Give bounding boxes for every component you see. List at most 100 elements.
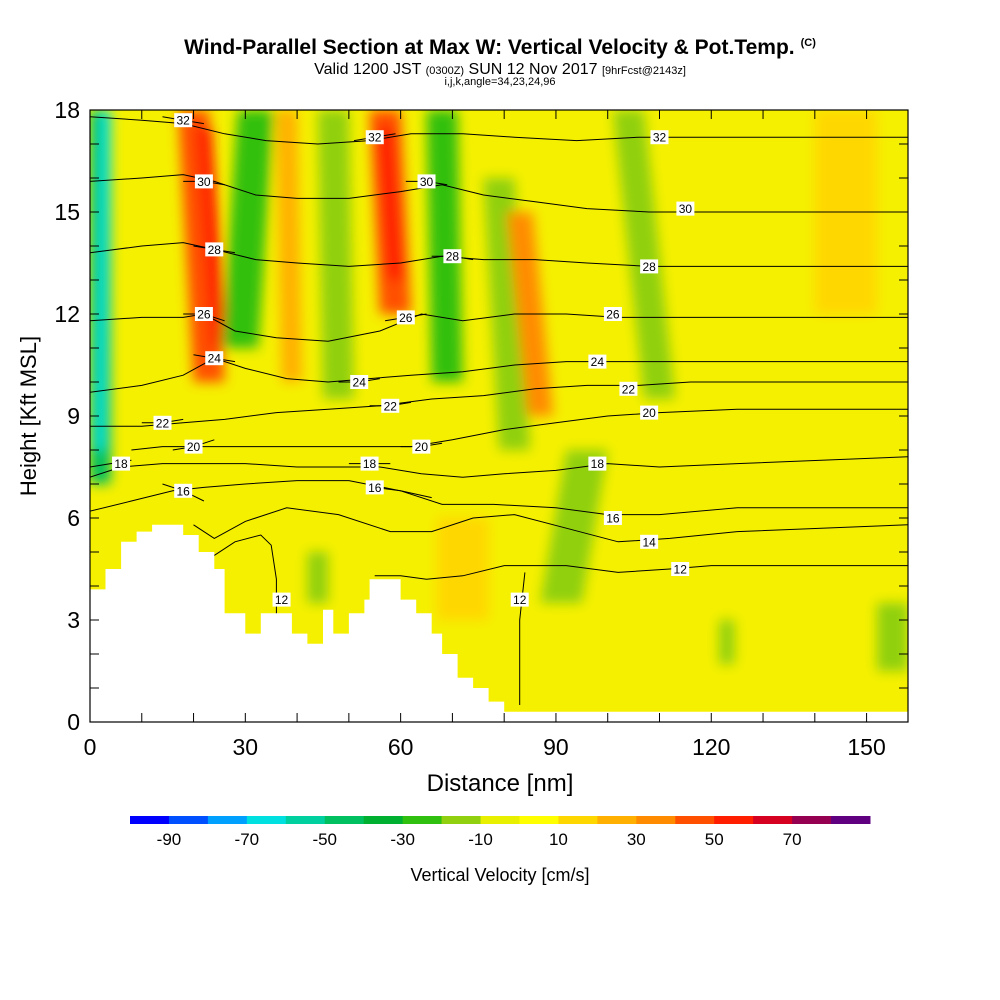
- forecast-info: [9hrFcst@2143z]: [601, 65, 686, 77]
- contour-label-5: 16: [368, 481, 382, 495]
- colorbar-tick-3: -30: [390, 830, 415, 849]
- colorbar-segment-1: [168, 816, 209, 824]
- grid-indices: i,j,k,angle=34,23,24,96: [444, 76, 556, 88]
- theta-contour-24-16: [90, 357, 908, 393]
- theta-contours: [90, 116, 908, 705]
- velocity-band-14: [436, 518, 489, 620]
- colorbar-tick-8: 70: [783, 830, 802, 849]
- contour-label-14: 22: [156, 416, 170, 430]
- valid-utc: (0300Z): [425, 65, 465, 77]
- y-tick-label-3: 3: [67, 607, 80, 633]
- y-tick-label-15: 15: [54, 199, 80, 225]
- theta-contour-18-7: [90, 456, 908, 478]
- contour-label-bg-18: [350, 375, 369, 389]
- contour-label-2: 12: [513, 593, 527, 607]
- contour-label-16: 24: [591, 355, 605, 369]
- x-tick-label-60: 60: [388, 734, 414, 760]
- contour-label-25: 30: [679, 202, 693, 216]
- contour-label-19: 26: [606, 308, 620, 322]
- contour-label-6: 16: [177, 484, 191, 498]
- contour-label-3: 14: [642, 535, 656, 549]
- contour-label-bg-22: [640, 259, 659, 274]
- contour-label-bg-1: [671, 562, 690, 576]
- valid-date: SUN 12 Nov 2017: [468, 61, 598, 78]
- contour-label-0: 12: [275, 593, 289, 607]
- contour-label-7: 18: [591, 457, 605, 471]
- velocity-band-15: [307, 552, 329, 603]
- contour-label-bg-11: [184, 439, 203, 454]
- contour-label-bg-27: [417, 174, 436, 189]
- contour-label-12: 20: [415, 440, 429, 454]
- colorbar-tick-2: -50: [312, 830, 337, 849]
- colorbar-segment-12: [597, 816, 637, 824]
- colorbar-segment-15: [714, 816, 754, 824]
- colorbar-tick-7: 50: [705, 830, 724, 849]
- contour-label-10: 20: [642, 406, 656, 420]
- y-tick-label-0: 0: [67, 709, 80, 735]
- colorbar-tick-0: -90: [157, 830, 182, 849]
- contour-label-21: 26: [399, 311, 413, 325]
- colorbar-tick-6: 30: [627, 830, 646, 849]
- colorbar-segment-16: [753, 816, 793, 824]
- terrain: [90, 524, 908, 722]
- y-tick-label-12: 12: [54, 301, 80, 327]
- x-tick-label-0: 0: [84, 734, 97, 760]
- colorbar-segment-7: [402, 816, 443, 824]
- colorbar-segment-17: [792, 816, 832, 824]
- contour-label-18: 24: [353, 376, 367, 390]
- x-tick-label-30: 30: [233, 734, 259, 760]
- theta-contour-22-13: [90, 381, 908, 427]
- colorbar-tick-1: -70: [235, 830, 260, 849]
- velocity-band-17: [876, 603, 908, 671]
- x-axis: 0 30 60 90 120 150: [84, 110, 886, 760]
- colorbar-segment-3: [246, 816, 287, 824]
- contour-label-bg-29: [174, 113, 193, 128]
- colorbar-segment-14: [675, 816, 715, 824]
- x-tick-label-90: 90: [543, 734, 569, 760]
- contour-label-bg-20: [194, 307, 213, 321]
- contour-label-bg-19: [603, 307, 622, 321]
- contour-label-bg-28: [650, 130, 669, 145]
- contour-label-bg-24: [443, 249, 462, 264]
- contour-label-17: 24: [208, 352, 222, 366]
- contour-label-20: 26: [197, 308, 211, 322]
- contour-label-bg-14: [153, 415, 172, 430]
- velocity-band-13: [612, 110, 676, 399]
- colorbar-tick-4: -10: [468, 830, 493, 849]
- chart-title-text: Wind-Parallel Section at Max W: Vertical…: [184, 36, 795, 59]
- contour-label-bg-26: [194, 174, 213, 189]
- contour-label-bg-5: [365, 480, 384, 495]
- y-tick-label-18: 18: [54, 97, 80, 123]
- velocity-band-4: [222, 110, 274, 348]
- y-axis: 0 3 6 9 12 15 18: [54, 97, 908, 735]
- contour-label-4: 16: [606, 512, 620, 526]
- contour-label-23: 28: [208, 243, 222, 257]
- contour-label-29: 32: [177, 114, 191, 128]
- velocity-band-10: [483, 178, 531, 450]
- velocity-band-12: [540, 450, 608, 603]
- colorbar-segment-4: [285, 816, 326, 824]
- chart-title: Wind-Parallel Section at Max W: Vertical…: [0, 36, 1000, 60]
- colorbar-segment-8: [441, 816, 482, 824]
- theta-contour-28-22: [90, 242, 908, 267]
- contour-label-bg-16: [588, 354, 607, 369]
- colorbar-segment-6: [363, 816, 404, 824]
- contour-label-8: 18: [114, 457, 128, 471]
- theta-contour-12-0: [208, 534, 277, 620]
- contour-label-bg-0: [272, 592, 291, 607]
- colorbar-label: Vertical Velocity [cm/s]: [410, 865, 589, 885]
- x-tick-label-150: 150: [847, 734, 885, 760]
- contour-label-bg-15: [381, 398, 400, 413]
- contour-label-bg-8: [112, 456, 131, 471]
- contour-label-11: 20: [187, 440, 201, 454]
- velocity-band-8: [377, 127, 404, 280]
- y-tick-label-9: 9: [67, 403, 80, 429]
- contour-label-30: 32: [368, 131, 382, 145]
- contour-label-bg-2: [510, 592, 529, 607]
- colorbar-segment-2: [207, 816, 248, 824]
- y-tick-label-6: 6: [67, 505, 80, 531]
- velocity-band-5: [276, 110, 303, 382]
- colorbar-segment-0: [130, 816, 170, 824]
- copyright-mark: (C): [800, 37, 816, 49]
